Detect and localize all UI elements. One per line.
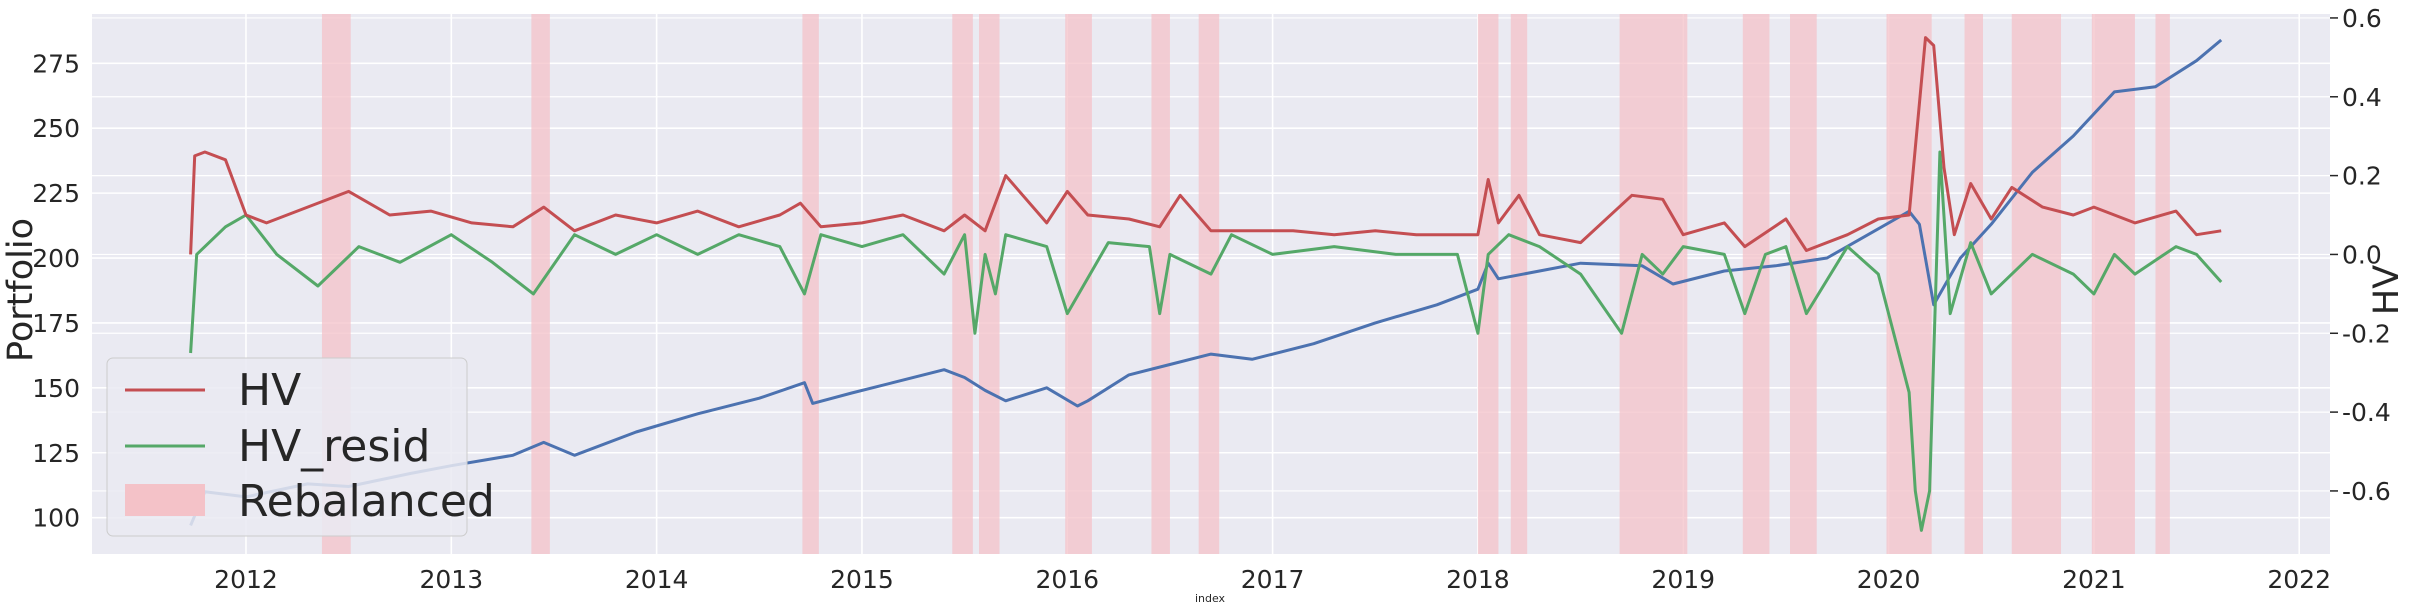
legend-label-rebalanced: Rebalanced bbox=[238, 476, 495, 527]
rebalanced-band bbox=[1065, 14, 1092, 554]
x-tick-label: 2021 bbox=[2062, 565, 2126, 594]
rebalanced-band bbox=[2155, 14, 2170, 554]
legend-swatch-rebalanced bbox=[125, 484, 205, 516]
right-y-tick-labels: -0.6 -0.4 -0.2 0.0 0.2 0.4 0.6 bbox=[2330, 4, 2391, 506]
legend-label-hv-resid: HV_resid bbox=[238, 421, 430, 472]
x-tick-label: 2014 bbox=[625, 565, 689, 594]
rebalanced-band bbox=[978, 14, 1000, 554]
x-tick-label: 2017 bbox=[1241, 565, 1305, 594]
rebalanced-band bbox=[1477, 14, 1499, 554]
x-tick-label: 2013 bbox=[419, 565, 483, 594]
rebalanced-band bbox=[1151, 14, 1170, 554]
x-tick-label: 2019 bbox=[1651, 565, 1715, 594]
rebalanced-band bbox=[1510, 14, 1528, 554]
legend: HV HV_resid Rebalanced bbox=[106, 357, 495, 537]
x-tick-label: 2022 bbox=[2267, 565, 2331, 594]
rebalanced-band bbox=[1886, 14, 1932, 554]
rebalanced-band bbox=[952, 14, 973, 554]
rebalanced-bands bbox=[321, 14, 2170, 554]
y-tick-label-right: 0.0 bbox=[2342, 240, 2382, 269]
x-tick-labels: 2012 2013 2014 2015 2016 2017 2018 2019 2020 2021… bbox=[214, 565, 2331, 594]
x-tick-label: 2012 bbox=[214, 565, 278, 594]
y-tick-label-left: 175 bbox=[32, 309, 80, 338]
y-tick-label-left: 125 bbox=[32, 439, 80, 468]
y-tick-label-left: 225 bbox=[32, 179, 80, 208]
y-tick-label-right: 0.4 bbox=[2342, 83, 2382, 112]
series-lines bbox=[189, 36, 2223, 532]
y-tick-label-left: 250 bbox=[32, 114, 80, 143]
rebalanced-band bbox=[1198, 14, 1220, 554]
legend-label-hv: HV bbox=[238, 365, 301, 416]
rebalanced-band bbox=[2011, 14, 2062, 554]
x-tick-label: 2018 bbox=[1446, 565, 1510, 594]
rebalanced-band bbox=[1790, 14, 1817, 554]
y-axis-label-left: Portfolio bbox=[1, 218, 41, 362]
y-axis-label-right: HV bbox=[2367, 265, 2407, 315]
left-y-tick-labels: 100 125 150 175 200 225 250 275 bbox=[32, 49, 80, 532]
y-tick-label-left: 200 bbox=[32, 244, 80, 273]
rebalanced-band bbox=[802, 14, 819, 554]
y-tick-label-left: 275 bbox=[32, 49, 80, 78]
series-line-hv-resid bbox=[189, 150, 2223, 532]
x-tick-label: 2016 bbox=[1035, 565, 1099, 594]
y-tick-label-right: -0.4 bbox=[2342, 398, 2391, 427]
x-axis-label: index bbox=[1195, 592, 1226, 605]
x-tick-label: 2020 bbox=[1857, 565, 1921, 594]
series-line-portfolio bbox=[189, 38, 2223, 526]
y-tick-label-right: -0.2 bbox=[2342, 319, 2391, 348]
series-line-hv bbox=[189, 36, 2222, 255]
y-tick-label-left: 100 bbox=[32, 504, 80, 533]
y-tick-label-right: 0.6 bbox=[2342, 4, 2382, 33]
y-tick-label-right: -0.6 bbox=[2342, 477, 2391, 506]
y-tick-label-right: 0.2 bbox=[2342, 162, 2382, 191]
y-tick-label-left: 150 bbox=[32, 374, 80, 403]
rebalanced-band bbox=[1964, 14, 1984, 554]
x-tick-label: 2015 bbox=[830, 565, 894, 594]
